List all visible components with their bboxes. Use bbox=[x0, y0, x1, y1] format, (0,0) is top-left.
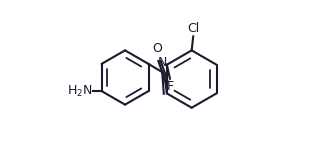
Text: H$_2$N: H$_2$N bbox=[67, 84, 92, 99]
Text: O: O bbox=[152, 42, 162, 55]
Text: N: N bbox=[157, 56, 167, 69]
Text: Cl: Cl bbox=[187, 22, 200, 35]
Text: F: F bbox=[166, 80, 173, 93]
